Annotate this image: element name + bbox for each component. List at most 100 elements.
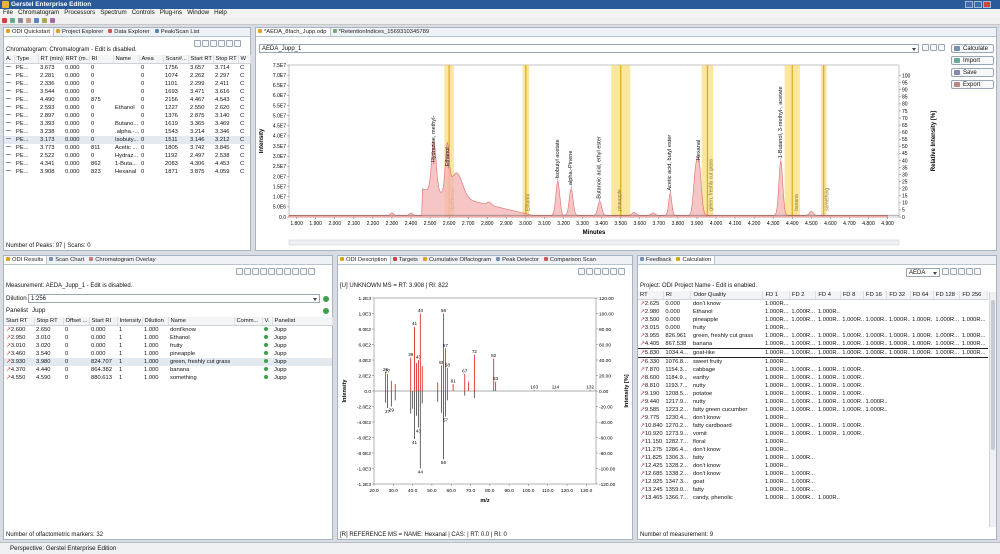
column-header[interactable]: Scan#...: [163, 55, 189, 64]
menu-window[interactable]: Window: [187, 9, 210, 16]
zoom-icon[interactable]: [578, 268, 585, 275]
add-icon[interactable]: [236, 268, 243, 275]
table-row[interactable]: ↗6.330 1076.8... sweet fruity 1.000R...: [638, 358, 988, 367]
chart-icon[interactable]: [276, 268, 283, 275]
settings-icon[interactable]: [292, 268, 299, 275]
column-header[interactable]: Area: [139, 55, 164, 64]
tab-feedback[interactable]: Feedback: [638, 256, 674, 264]
column-header[interactable]: FD 1: [762, 291, 790, 300]
column-header[interactable]: W: [238, 55, 251, 64]
column-header[interactable]: Start RT: [188, 55, 214, 64]
column-header[interactable]: Dilution: [142, 317, 169, 326]
menu-icon[interactable]: [234, 40, 241, 47]
filter-icon[interactable]: [268, 268, 275, 275]
table-row[interactable]: PE... 4.490 0.000 875 0 2156 4.467 4.543 C: [4, 96, 250, 104]
table-row[interactable]: PE... 3.238 0.000 0 .alpha.-... 0 1543 3.214 3.3…: [4, 128, 250, 136]
settings-icon[interactable]: [966, 268, 973, 275]
edit-icon[interactable]: [244, 268, 251, 275]
table-row[interactable]: ↗9.190 1208.5... potatoe 1.000R... 1.000R...…: [638, 390, 988, 398]
copy-icon[interactable]: [260, 268, 267, 275]
minimize-button[interactable]: [965, 1, 973, 8]
column-header[interactable]: Comm...: [234, 317, 263, 326]
table-row[interactable]: ↗4.370 4.440 0 864.382 1 1.000 banana Jupp: [4, 366, 332, 374]
menu-help[interactable]: Help: [214, 9, 227, 16]
column-header[interactable]: FD 4: [815, 291, 841, 300]
refresh-icon[interactable]: [202, 40, 209, 47]
menu-chromatogram[interactable]: Chromatogram: [17, 9, 60, 16]
delete-icon[interactable]: [252, 268, 259, 275]
column-header[interactable]: RT (min): [38, 55, 64, 64]
dilution-select[interactable]: 1:256: [28, 294, 320, 303]
table-row[interactable]: PE... 3.773 0.000 811 Acetic ... 0 1805 3.742 3.…: [4, 144, 250, 152]
table-row[interactable]: ↗8.600 1184.9... earthy 1.000R... 1.000R... 1…: [638, 374, 988, 382]
column-header[interactable]: Type: [14, 55, 39, 64]
open-icon[interactable]: [18, 18, 23, 23]
table-row[interactable]: PE... 3.673 0.000 0 0 1756 3.657 3.714 C: [4, 64, 250, 73]
copy-icon[interactable]: [602, 268, 609, 275]
import-icon[interactable]: [34, 18, 39, 23]
column-header[interactable]: A.: [4, 55, 15, 64]
table-scrollbar[interactable]: [989, 292, 996, 527]
table-row[interactable]: ↗11.825 1306.3... fatty 1.000R... 1.000R...: [638, 454, 988, 462]
zoom-icon[interactable]: [922, 44, 929, 51]
table-row[interactable]: ↗4.550 4.590 0 880.613 1 1.000 something Jupp: [4, 374, 332, 382]
table-row[interactable]: ↗7.870 1154.3... cabbage 1.000R... 1.000R...…: [638, 366, 988, 374]
help-icon[interactable]: [300, 268, 307, 275]
tab-cumulative-olfactogram[interactable]: Cumulative Olfactogram: [421, 256, 494, 264]
column-header[interactable]: Stop RT: [34, 317, 64, 326]
table-row[interactable]: ↗3.930 3.980 0 824.707 1 1.000 green, freshly …: [4, 358, 332, 366]
column-header[interactable]: RT: [638, 291, 664, 300]
column-header[interactable]: FD 256: [959, 291, 988, 300]
column-header[interactable]: Intensity: [117, 317, 143, 326]
table-row[interactable]: ↗9.585 1223.2... fatty green cucumber 1.000…: [638, 406, 988, 414]
menu-icon[interactable]: [308, 268, 315, 275]
export-button[interactable]: Export: [951, 80, 994, 89]
column-header[interactable]: Start RT: [4, 317, 35, 326]
table-row[interactable]: ↗2.980 0.000 Ethanol 1.000R... 1.000R... 1.00…: [638, 308, 988, 316]
table-row[interactable]: ↗2.600 2.650 0 0.000 1 1.000 dont'know Jupp: [4, 326, 332, 335]
table-row[interactable]: ↗10.920 1273.9... vomit 1.000R... 1.000R... 1…: [638, 430, 988, 438]
columns-icon[interactable]: [210, 40, 217, 47]
table-row[interactable]: PE... 2.336 0.000 0 0 1101 2.299 2.411 C: [4, 80, 250, 88]
column-header[interactable]: FD 32: [886, 291, 911, 300]
table-row[interactable]: ↗5.830 1034.4... goat-like 1.000R... 1.000R.…: [638, 348, 988, 358]
settings-icon[interactable]: [226, 40, 233, 47]
table-row[interactable]: ↗11.150 1282.7... floral 1.000R...: [638, 438, 988, 446]
calculate-button[interactable]: Calculate: [951, 44, 994, 53]
table-row[interactable]: PE... 2.522 0.000 0 Hydraz... 0 1192 2.497 2.538…: [4, 152, 250, 160]
stop-icon[interactable]: [2, 18, 7, 23]
table-row[interactable]: ↗2.625 0.000 don't know 1.000R...: [638, 300, 988, 309]
table-row[interactable]: PE... 3.908 0.000 823 Hexanal 0 1871 3.875 4.059…: [4, 168, 250, 176]
table-row[interactable]: ↗2.950 3.010 0 0.000 1 1.000 Ethanol Jupp: [4, 334, 332, 342]
tab-data-explorer[interactable]: Data Explorer: [106, 28, 152, 36]
maximize-button[interactable]: [974, 1, 982, 8]
tab-calculation[interactable]: Calculation: [674, 256, 716, 264]
export-icon[interactable]: [42, 18, 47, 23]
chart-settings-icon[interactable]: [938, 44, 945, 51]
table-row[interactable]: ↗3.010 3.020 0 0.000 1 1.000 fruity Jupp: [4, 342, 332, 350]
settings-icon[interactable]: [610, 268, 617, 275]
table-row[interactable]: ↗11.275 1286.4... don't know 1.000R...: [638, 446, 988, 454]
save-icon[interactable]: [26, 18, 31, 23]
panelist-value[interactable]: Jupp: [32, 307, 46, 314]
save-button[interactable]: Save: [951, 68, 994, 77]
column-header[interactable]: V.: [262, 317, 273, 326]
tab-project-explorer[interactable]: Project Explorer: [54, 28, 106, 36]
close-window-button[interactable]: [983, 1, 991, 8]
label-icon[interactable]: [586, 268, 593, 275]
table-row[interactable]: ↗3.015 0.000 fruity 1.000R...: [638, 324, 988, 332]
table-row[interactable]: PE... 3.544 0.000 0 0 1693 3.471 3.616 C: [4, 88, 250, 96]
column-header[interactable]: FD 64: [910, 291, 934, 300]
table-row[interactable]: ↗13.245 1359.0... fatty 1.000R... 1.000R...: [638, 486, 988, 494]
table-row[interactable]: PE... 3.393 0.000 0 Butano... 0 1619 3.365 3.469…: [4, 120, 250, 128]
column-header[interactable]: Panelist: [272, 317, 333, 326]
table-row[interactable]: ↗13.465 1366.7... candy, phenolic 1.000R...…: [638, 494, 988, 502]
table-row[interactable]: PE... 4.341 0.000 862 1-Buta... 0 2083 4.306 4.4…: [4, 160, 250, 168]
table-row[interactable]: ↗3.955 826.961 green, freshly cut grass 1.0…: [638, 332, 988, 340]
tab-odi-results[interactable]: ODI Results: [4, 256, 48, 264]
column-header[interactable]: Start RI: [89, 317, 118, 326]
column-header[interactable]: RI: [89, 55, 114, 64]
table-row[interactable]: ↗12.685 1338.2... don't know 1.000R... 1.000…: [638, 470, 988, 478]
add-panelist-icon[interactable]: [323, 308, 329, 314]
